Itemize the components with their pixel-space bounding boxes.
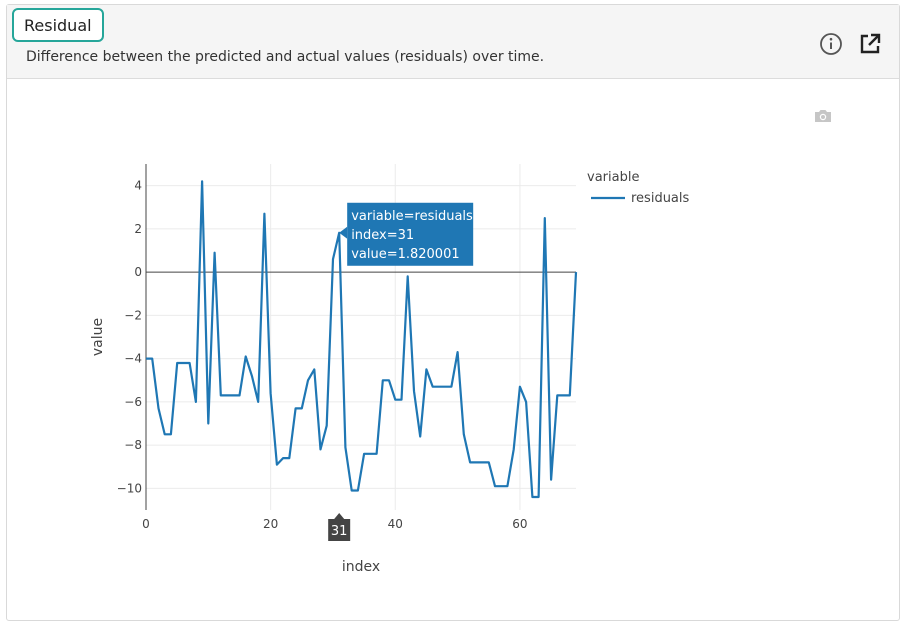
residual-card: Residual Difference between the predicte… (6, 4, 900, 621)
camera-icon[interactable] (813, 108, 833, 124)
external-link-icon[interactable] (858, 32, 882, 56)
card-header: Residual Difference between the predicte… (7, 5, 899, 79)
card-subtitle: Difference between the predicted and act… (26, 49, 545, 65)
info-icon[interactable] (819, 32, 843, 56)
card-title[interactable]: Residual (12, 8, 104, 42)
